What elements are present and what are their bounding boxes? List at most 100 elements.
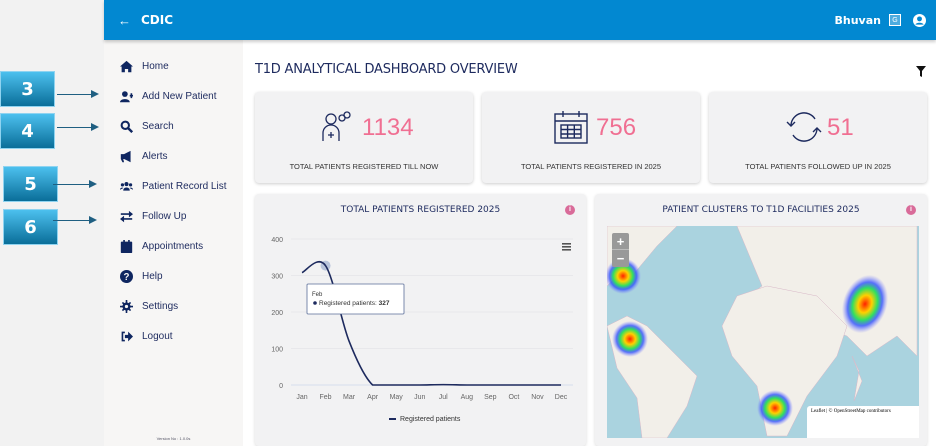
y-tick-label: 400 xyxy=(271,237,283,244)
callout-arrow xyxy=(53,180,97,188)
x-tick-label: Aug xyxy=(461,394,474,401)
zoom-out-button[interactable]: − xyxy=(616,251,625,266)
map-title: PATIENT CLUSTERS TO T1D FACILITIES 2025 xyxy=(662,205,860,215)
sidebar-item-alerts[interactable]: Alerts xyxy=(120,150,168,163)
tooltip-text: Registered patients: 327 xyxy=(319,300,390,307)
calendar-icon xyxy=(554,111,588,144)
filter-icon[interactable] xyxy=(916,66,926,77)
sidebar-item-appointments[interactable]: Appointments xyxy=(120,240,203,253)
x-tick-label: Nov xyxy=(531,394,544,401)
heat-cluster xyxy=(612,321,648,357)
stat-card-registered-2025: 756 TOTAL PATIENTS REGISTERED IN 2025 xyxy=(482,92,700,183)
stat-card-followed-up: 51 TOTAL PATIENTS FOLLOWED UP IN 2025 xyxy=(709,92,927,183)
home-icon xyxy=(120,60,133,73)
megaphone-icon xyxy=(120,150,131,163)
app-window: ← CDIC Bhuvan G Home Add New Patient Searc… xyxy=(104,0,936,446)
x-tick-label: Oct xyxy=(508,394,519,401)
user-name: Bhuvan xyxy=(834,13,881,27)
callout-6: 6 xyxy=(3,209,58,245)
account-icon[interactable] xyxy=(913,13,926,27)
stat-value: 756 xyxy=(596,114,637,141)
stat-label: TOTAL PATIENTS REGISTERED TILL NOW xyxy=(289,162,439,171)
app-title: CDIC xyxy=(141,13,174,27)
map-land xyxy=(607,226,918,438)
x-tick-label: Dec xyxy=(555,394,568,401)
callout-5: 5 xyxy=(3,166,58,202)
x-tick-label: Mar xyxy=(343,394,356,401)
x-tick-label: Apr xyxy=(367,394,379,401)
sidebar-item-follow-up[interactable]: Follow Up xyxy=(120,210,186,223)
page-title: T1D ANALYTICAL DASHBOARD OVERVIEW xyxy=(255,62,518,77)
users-icon xyxy=(120,182,133,191)
chart-title: TOTAL PATIENTS REGISTERED 2025 xyxy=(340,205,501,215)
x-tick-label: Jun xyxy=(414,394,425,401)
sidebar-item-search[interactable]: Search xyxy=(120,120,174,133)
tooltip-box xyxy=(306,283,405,315)
x-tick-label: Sep xyxy=(484,394,497,401)
y-tick-label: 300 xyxy=(271,274,283,281)
sidebar: Home Add New Patient Search Alerts Patient R… xyxy=(104,40,243,446)
map-panel: PATIENT CLUSTERS TO T1D FACILITIES 2025 … xyxy=(595,194,927,446)
zoom-in-button[interactable]: + xyxy=(612,233,629,250)
callout-arrow xyxy=(53,216,97,224)
sidebar-item-settings[interactable]: Settings xyxy=(120,300,178,313)
sidebar-item-label: Home xyxy=(142,61,169,72)
y-tick-label: 100 xyxy=(271,347,283,354)
x-tick-label: May xyxy=(390,394,404,401)
translate-icon[interactable]: G xyxy=(889,14,901,26)
heat-cluster xyxy=(607,258,641,294)
info-icon[interactable]: i xyxy=(565,205,575,215)
version-label: Version No : 1.0.0s xyxy=(156,436,191,441)
stat-label: TOTAL PATIENTS REGISTERED IN 2025 xyxy=(520,162,662,171)
sidebar-item-add-new-patient[interactable]: Add New Patient xyxy=(120,90,217,103)
stat-card-total: 1134 TOTAL PATIENTS REGISTERED TILL NOW xyxy=(255,92,473,183)
svg-text:?: ? xyxy=(124,272,130,283)
sidebar-item-patient-record-list[interactable]: Patient Record List xyxy=(120,180,227,193)
x-tick-label: Jan xyxy=(296,394,307,401)
sidebar-item-label: Logout xyxy=(142,331,173,342)
calendar-icon xyxy=(120,240,133,253)
stat-label: TOTAL PATIENTS FOLLOWED UP IN 2025 xyxy=(745,162,891,171)
search-icon xyxy=(120,120,133,133)
heat-cluster xyxy=(757,390,793,426)
registrations-chart-panel: TOTAL PATIENTS REGISTERED 2025 i 0 100 200… xyxy=(255,194,586,446)
legend-label: Registered patients xyxy=(400,416,461,423)
chart-menu-icon[interactable] xyxy=(562,243,571,251)
sidebar-item-label: Add New Patient xyxy=(142,91,217,102)
back-arrow-icon[interactable]: ← xyxy=(118,12,131,28)
refresh-cycle-icon xyxy=(786,112,822,142)
sidebar-item-label: Appointments xyxy=(142,241,204,252)
sidebar-item-label: Settings xyxy=(142,301,179,312)
sidebar-item-home[interactable]: Home xyxy=(120,60,169,73)
x-tick-label: Feb xyxy=(320,394,332,401)
callout-3: 3 xyxy=(0,71,55,107)
logout-icon xyxy=(121,331,133,342)
question-circle-icon: ? xyxy=(120,270,133,283)
callout-4: 4 xyxy=(0,113,55,149)
main-content: T1D ANALYTICAL DASHBOARD OVERVIEW 1134 T… xyxy=(243,40,936,446)
tooltip-marker xyxy=(313,301,317,305)
gear-icon xyxy=(120,300,133,313)
sidebar-item-label: Patient Record List xyxy=(142,181,227,192)
top-bar: ← CDIC Bhuvan G xyxy=(104,0,936,40)
exchange-icon xyxy=(120,210,133,223)
tooltip-category: Feb xyxy=(312,292,323,298)
series-line-registered-patients xyxy=(301,260,561,386)
stat-value: 51 xyxy=(827,114,854,141)
stat-value: 1134 xyxy=(362,114,414,141)
y-tick-label: 0 xyxy=(279,383,283,390)
sidebar-item-label: Alerts xyxy=(142,151,168,162)
y-tick-label: 200 xyxy=(271,310,283,317)
sidebar-item-label: Search xyxy=(142,121,174,132)
sidebar-item-logout[interactable]: Logout xyxy=(120,330,173,343)
callout-arrow xyxy=(57,123,99,131)
info-icon[interactable]: i xyxy=(906,205,916,215)
map-attribution[interactable]: Leaflet | © OpenStreetMap contributors xyxy=(807,406,919,438)
sidebar-item-label: Follow Up xyxy=(142,211,187,222)
x-tick-label: Jul xyxy=(439,394,448,401)
callout-arrow xyxy=(57,90,99,98)
sidebar-item-help[interactable]: ? Help xyxy=(120,270,163,283)
patient-medical-icon xyxy=(322,111,351,141)
user-plus-icon xyxy=(120,91,133,103)
heatmap-map[interactable]: + − Leaflet | © OpenStreetMap contributo… xyxy=(607,226,919,438)
